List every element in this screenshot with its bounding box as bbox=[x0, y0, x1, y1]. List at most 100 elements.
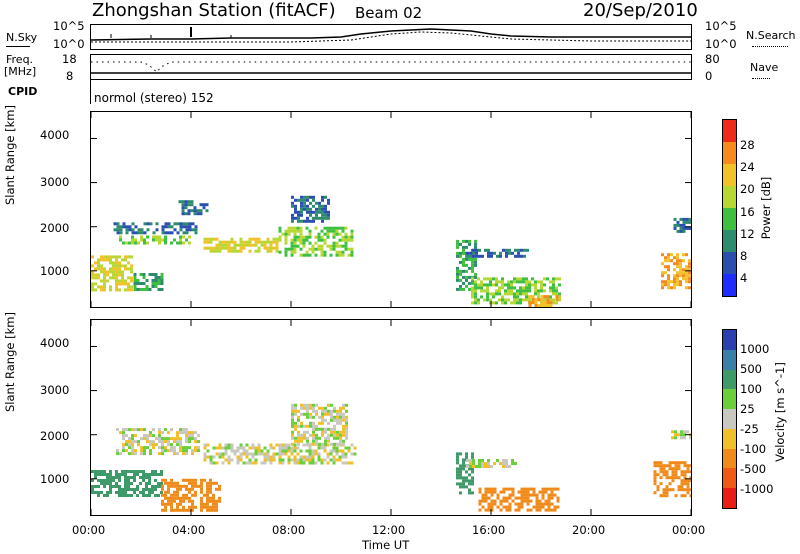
power-region bbox=[456, 239, 477, 291]
power-colorbar-segment bbox=[723, 120, 736, 143]
nsearch-tick-bottom: 10^0 bbox=[705, 37, 737, 51]
velocity-region bbox=[91, 470, 163, 497]
power-region bbox=[91, 255, 133, 292]
velocity-colorbar-segment bbox=[723, 468, 736, 490]
power-cbtick-20: 20 bbox=[740, 182, 755, 196]
power-ytick-1000: 1000 bbox=[40, 264, 70, 278]
power-ytick-4000: 4000 bbox=[40, 128, 70, 142]
power-region bbox=[203, 237, 279, 253]
freq-panel bbox=[90, 54, 692, 80]
power-region bbox=[661, 253, 691, 290]
velocity-region bbox=[456, 452, 474, 495]
velocity-cbtick-500: 500 bbox=[740, 362, 762, 376]
velocity-axis-ticks bbox=[91, 320, 691, 515]
power-colorbar bbox=[722, 119, 737, 297]
freq-trace bbox=[91, 61, 691, 74]
velocity-ytick-3000: 3000 bbox=[40, 383, 70, 397]
velocity-colorbar-segment bbox=[723, 448, 736, 470]
power-region bbox=[178, 200, 209, 216]
power-region bbox=[528, 295, 559, 307]
nave-label: Nave bbox=[750, 61, 779, 74]
power-region bbox=[278, 226, 354, 257]
power-ytick-2000: 2000 bbox=[40, 221, 70, 235]
nsky-panel bbox=[90, 24, 692, 50]
velocity-colorbar-segment bbox=[723, 409, 736, 430]
velocity-colorbar-segment bbox=[723, 488, 736, 508]
xtick-0800: 08:00 bbox=[272, 523, 306, 537]
velocity-colorbar-segment bbox=[723, 389, 736, 410]
velocity-ytick-2000: 2000 bbox=[40, 429, 70, 443]
power-panel bbox=[90, 111, 692, 308]
nave-tick-bottom: 0 bbox=[705, 69, 713, 83]
velocity-panel bbox=[90, 319, 692, 516]
velocity-colorbar-segment bbox=[723, 349, 736, 371]
velocity-cbtick-m1000: -1000 bbox=[740, 482, 774, 496]
freq-tick-bottom: 8 bbox=[66, 69, 74, 83]
beam-label: Beam 02 bbox=[355, 4, 423, 22]
freq-label-line2: [MHz] bbox=[4, 65, 37, 78]
power-region bbox=[133, 273, 164, 291]
velocity-colorbar-segment bbox=[723, 330, 736, 351]
xtick-1600: 16:00 bbox=[472, 523, 506, 537]
velocity-cbtick-100: 100 bbox=[740, 382, 762, 396]
cpid-text: normol (stereo) 152 bbox=[94, 91, 214, 105]
power-cbtick-24: 24 bbox=[740, 160, 755, 174]
power-cbtick-12: 12 bbox=[740, 227, 755, 241]
power-cblabel: Power [dB] bbox=[759, 176, 773, 240]
station-title: Zhongshan Station (fitACF) bbox=[92, 0, 336, 21]
power-region bbox=[113, 222, 198, 235]
nave-legend-line bbox=[752, 78, 770, 79]
xtick-1200: 12:00 bbox=[372, 523, 406, 537]
velocity-region bbox=[653, 461, 691, 498]
velocity-cbtick-m100: -100 bbox=[740, 442, 767, 456]
velocity-cbtick-1000: 1000 bbox=[740, 342, 770, 356]
xtick-2400: 00:00 bbox=[672, 523, 706, 537]
power-colorbar-segment bbox=[723, 208, 736, 231]
nsearch-label: N.Search bbox=[746, 29, 796, 42]
velocity-colorbar-segment bbox=[723, 369, 736, 391]
power-region bbox=[471, 277, 561, 305]
velocity-colorbar bbox=[722, 329, 737, 509]
nsearch-tick-top: 10^5 bbox=[705, 19, 737, 33]
xtick-2000: 20:00 bbox=[572, 523, 606, 537]
power-axis-ticks bbox=[91, 112, 691, 307]
nsky-tick-top: 10^5 bbox=[53, 19, 85, 33]
velocity-cbtick-m500: -500 bbox=[740, 462, 767, 476]
power-colorbar-segment bbox=[723, 230, 736, 253]
freq-label-line1: Freq. bbox=[6, 53, 34, 66]
power-colorbar-segment bbox=[723, 186, 736, 209]
power-cbtick-4: 4 bbox=[740, 271, 748, 285]
velocity-ytick-1000: 1000 bbox=[40, 472, 70, 486]
power-region bbox=[291, 195, 330, 223]
power-ylabel: Slant Range [km] bbox=[3, 105, 17, 205]
power-region bbox=[673, 217, 691, 233]
velocity-cbtick-m25: -25 bbox=[740, 422, 759, 436]
power-ytick-3000: 3000 bbox=[40, 175, 70, 189]
velocity-region bbox=[203, 443, 357, 465]
velocity-cbtick-25: 25 bbox=[740, 402, 755, 416]
power-heatmap bbox=[91, 112, 691, 307]
velocity-region bbox=[478, 487, 560, 512]
power-region bbox=[466, 248, 529, 258]
velocity-region bbox=[466, 459, 517, 468]
nave-tick-top: 80 bbox=[705, 52, 720, 66]
velocity-region bbox=[161, 478, 221, 512]
power-colorbar-segment bbox=[723, 252, 736, 275]
freq-tick-top: 18 bbox=[62, 52, 77, 66]
power-colorbar-segment bbox=[723, 142, 736, 165]
power-cbtick-16: 16 bbox=[740, 205, 755, 219]
power-colorbar-segment bbox=[723, 274, 736, 296]
power-cbtick-28: 28 bbox=[740, 138, 755, 152]
velocity-cblabel: Velocity [m s^-1] bbox=[773, 362, 787, 462]
date-label: 20/Sep/2010 bbox=[583, 0, 698, 21]
cpid-label: CPID bbox=[8, 85, 38, 98]
nsearch-legend-line bbox=[752, 46, 788, 47]
nsky-legend-line bbox=[6, 46, 30, 47]
nsky-trace bbox=[91, 27, 691, 43]
nsky-tick-bottom: 10^0 bbox=[53, 37, 85, 51]
velocity-region bbox=[291, 403, 348, 446]
xlabel: Time UT bbox=[362, 538, 410, 552]
power-region bbox=[119, 235, 191, 245]
nsky-label: N.Sky bbox=[6, 31, 38, 44]
xtick-0000: 00:00 bbox=[72, 523, 106, 537]
